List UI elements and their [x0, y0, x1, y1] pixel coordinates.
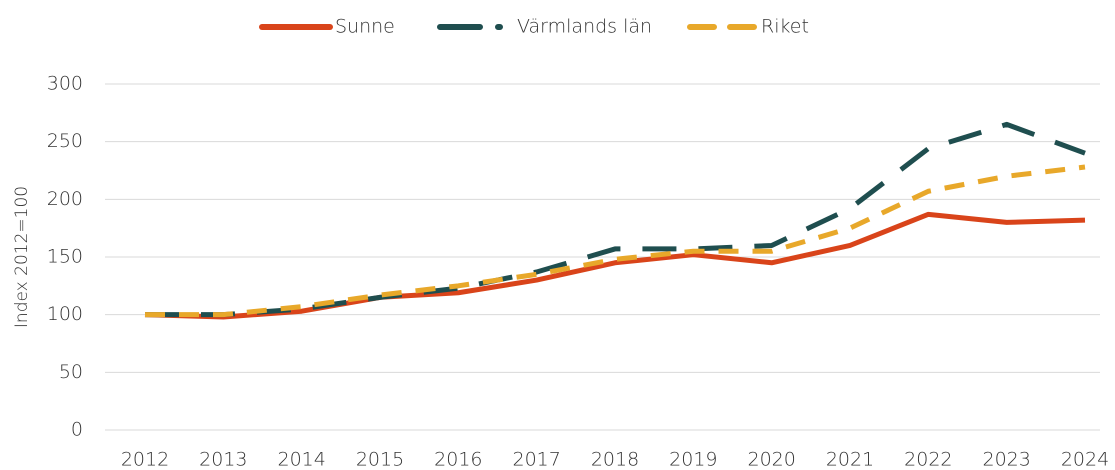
y-tick-label: 200 — [47, 188, 83, 210]
x-tick-label: 2016 — [434, 449, 482, 470]
legend-label: Värmlands län — [517, 16, 652, 38]
x-tick-label: 2017 — [512, 449, 560, 470]
series-line — [145, 164, 1086, 318]
y-tick-label: 150 — [47, 246, 83, 268]
x-tick-label: 2013 — [199, 449, 247, 470]
series-line — [144, 211, 1086, 320]
x-tick-label: 2021 — [826, 449, 874, 470]
legend-label: Sunne — [335, 16, 395, 38]
x-tick-label: 2015 — [356, 449, 404, 470]
legend-label: Riket — [761, 16, 809, 38]
x-tick-label: 2014 — [277, 449, 325, 470]
x-tick-label: 2020 — [747, 449, 795, 470]
y-tick-label: 250 — [47, 130, 83, 152]
y-tick-label: 0 — [71, 419, 83, 441]
y-tick-label: 50 — [59, 361, 83, 383]
y-tick-label: 300 — [47, 73, 83, 95]
x-tick-label: 2023 — [982, 449, 1030, 470]
y-axis-label: Index 2012=100 — [12, 186, 32, 328]
x-tick-label: 2012 — [121, 449, 169, 470]
y-tick-label: 100 — [47, 303, 83, 325]
series-line — [145, 121, 1086, 318]
x-tick-label: 2018 — [591, 449, 639, 470]
x-tick-label: 2024 — [1061, 449, 1109, 470]
x-tick-label: 2019 — [669, 449, 717, 470]
x-tick-label: 2022 — [904, 449, 952, 470]
